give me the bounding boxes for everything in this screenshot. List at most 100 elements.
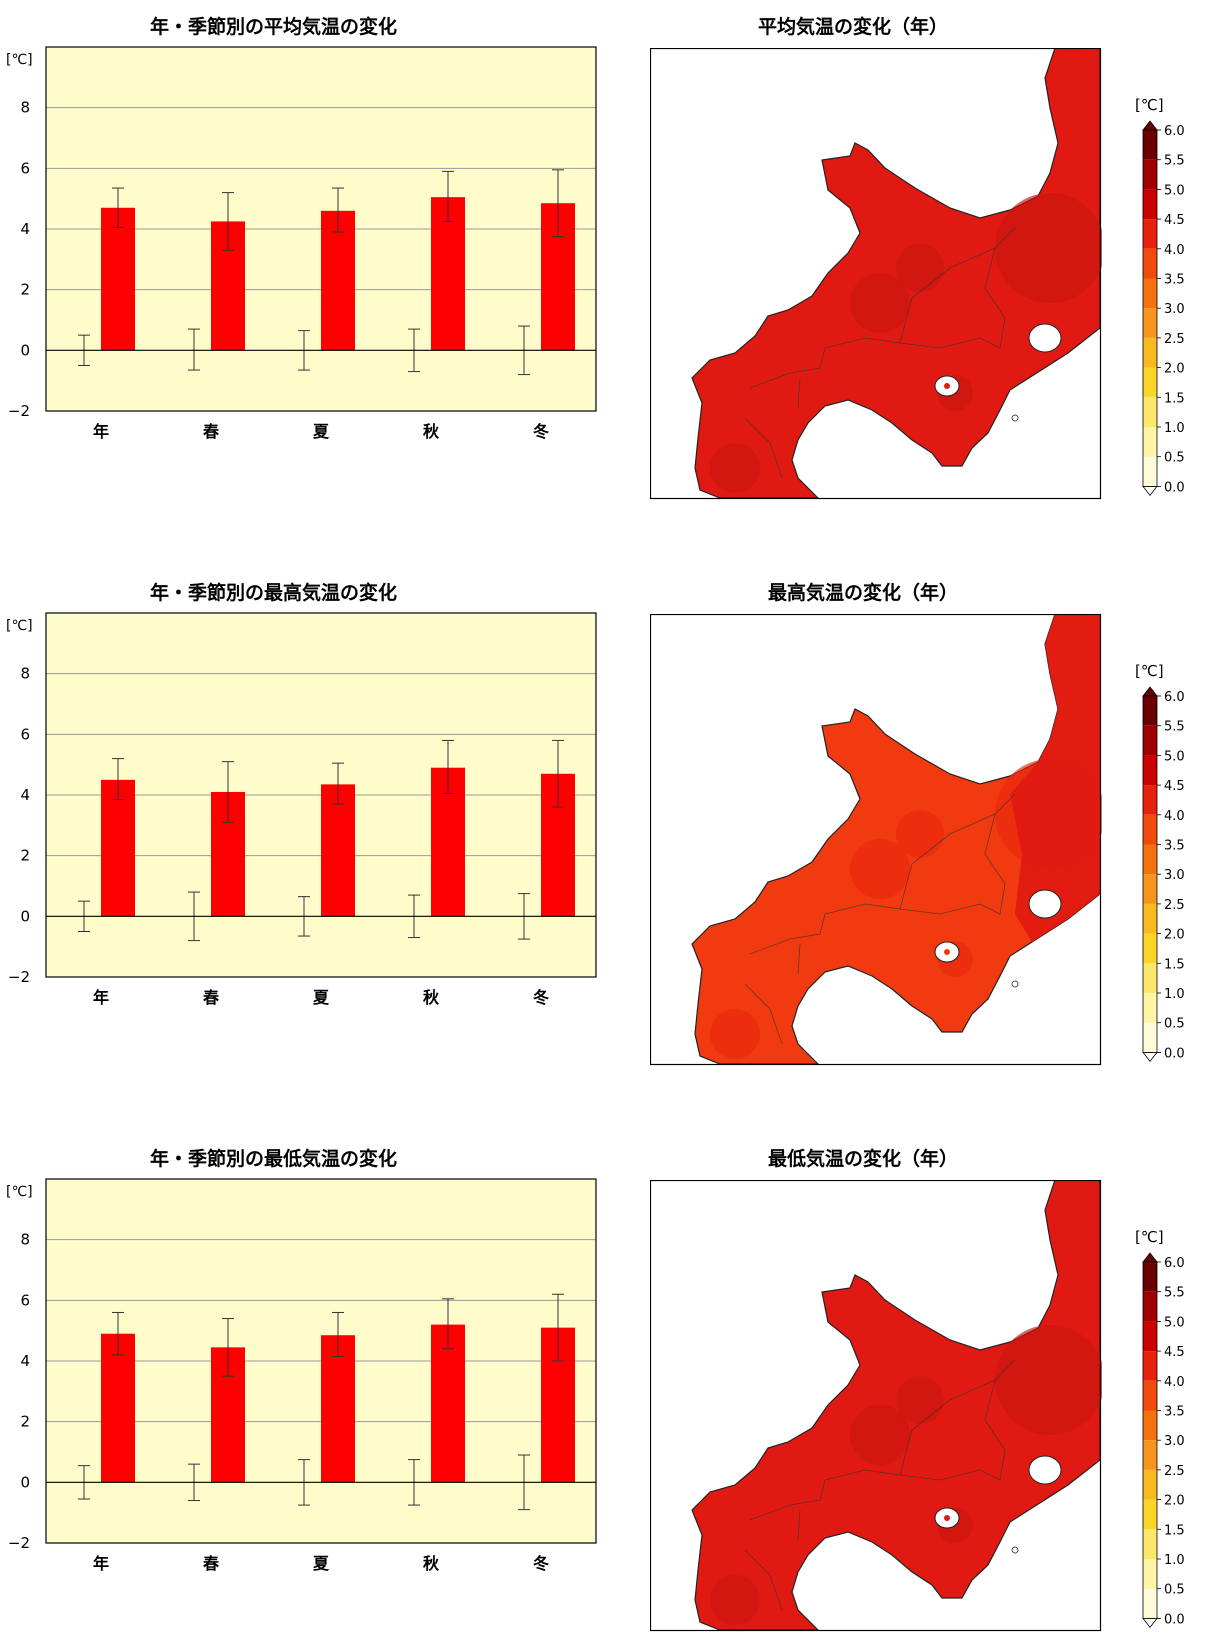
bar	[101, 207, 135, 351]
lake-island	[944, 1515, 950, 1521]
x-tick-label: 秋	[423, 1554, 440, 1573]
colorbar: [℃]6.0 5.5 5.0 4.5 4.0 3.5 3.0 2.5 2.0 1.5 1.0 0.5 0…	[1135, 1228, 1185, 1629]
colorbar-segment	[1143, 1351, 1157, 1381]
colorbar-tick-label: 4.5	[1164, 779, 1185, 794]
colorbar-tick-label: 4.0	[1164, 243, 1185, 258]
map-min	[650, 1180, 1102, 1632]
x-tick-label: 春	[202, 422, 220, 441]
colorbar-segment	[1143, 219, 1157, 249]
colorbar-tick-label: 1.5	[1164, 1523, 1185, 1538]
temperature-patch	[995, 193, 1102, 303]
lake	[1028, 889, 1062, 919]
colorbar-segment	[1143, 1022, 1157, 1053]
lake	[1028, 323, 1062, 353]
colorbar-segment	[1143, 963, 1157, 993]
colorbar-segment	[1143, 755, 1157, 786]
prefecture-border	[744, 983, 783, 1045]
colorbar-segment	[1143, 903, 1157, 934]
map-frame	[650, 614, 1102, 1066]
colorbar-tick-label: 3.0	[1164, 1434, 1185, 1449]
colorbar-segment	[1143, 785, 1157, 815]
colorbar-tick-label: 5.0	[1164, 1315, 1185, 1330]
y-tick-label: 6	[20, 725, 30, 743]
map-frame	[650, 48, 1102, 500]
prefecture-border	[899, 793, 1016, 910]
colorbar-segment	[1143, 308, 1157, 338]
colorbar-segment	[1143, 725, 1157, 756]
prefecture-border	[979, 813, 1006, 915]
colorbar-segment	[1143, 1410, 1157, 1441]
colorbar-tick-label: 3.0	[1164, 302, 1185, 317]
temperature-patch	[1010, 614, 1100, 942]
y-tick-label: 2	[20, 281, 30, 299]
prefecture-border	[979, 247, 1006, 349]
map-mean	[650, 48, 1102, 500]
colorbar-arrow-bottom	[1142, 1052, 1158, 1063]
temperature-patch	[896, 1376, 944, 1424]
temperature-patch	[896, 810, 944, 858]
bar-chart-max: −2 0 2 4 6 8 [℃] 年 春 夏 秋 冬	[6, 612, 597, 1007]
colorbar-tick-label: 5.5	[1164, 154, 1185, 169]
temperature-patch	[850, 273, 910, 333]
colorbar-tick-label: 0.5	[1164, 1583, 1185, 1598]
colorbar-segment	[1143, 337, 1157, 368]
y-axis-unit: [℃]	[6, 52, 33, 68]
colorbar-segment	[1143, 1529, 1157, 1559]
colorbar-segment	[1143, 397, 1157, 427]
prefecture-border	[744, 1549, 783, 1611]
colorbar-tick-label: 2.0	[1164, 1494, 1185, 1509]
prefecture-border	[899, 227, 1016, 344]
temperature-patch	[710, 443, 760, 493]
prefecture-border	[979, 1379, 1006, 1481]
y-tick-label: 6	[20, 159, 30, 177]
colorbar-segment	[1143, 993, 1157, 1023]
bar	[101, 1333, 135, 1483]
colorbar-tick-label: 0.5	[1164, 451, 1185, 466]
temperature-patch	[710, 1009, 760, 1059]
temperature-patch	[896, 244, 944, 292]
colorbar-segment	[1143, 1559, 1157, 1589]
y-tick-label: 2	[20, 1413, 30, 1431]
plot-frame	[45, 46, 597, 412]
colorbar-tick-label: 5.5	[1164, 1286, 1185, 1301]
colorbar-tick-label: 2.5	[1164, 898, 1185, 913]
prefecture-border	[797, 1509, 801, 1541]
colorbar-unit: [℃]	[1135, 96, 1164, 114]
colorbar-tick-label: 5.5	[1164, 720, 1185, 735]
y-tick-label: 4	[20, 1352, 30, 1370]
bar-chart-title: 年・季節別の最高気温の変化	[150, 582, 398, 604]
bar-chart-min: −2 0 2 4 6 8 [℃] 年 春 夏 秋 冬	[6, 1178, 597, 1573]
colorbar-tick-label: 0.0	[1164, 480, 1185, 495]
temperature-patch	[710, 1575, 760, 1625]
colorbar-segment	[1143, 427, 1157, 457]
bar-chart-title: 年・季節別の最低気温の変化	[150, 1148, 398, 1170]
x-tick-label: 春	[202, 988, 220, 1007]
y-tick-label: 0	[20, 907, 30, 925]
plot-frame	[45, 612, 597, 978]
colorbar-tick-label: 3.5	[1164, 839, 1185, 854]
x-tick-label: 冬	[533, 1554, 549, 1573]
x-tick-label: 夏	[312, 422, 330, 441]
x-tick-label: 冬	[533, 988, 549, 1007]
colorbar-tick-label: 0.5	[1164, 1017, 1185, 1032]
bar	[431, 1324, 465, 1483]
colorbar-tick-label: 5.0	[1164, 749, 1185, 764]
temperature-patch	[850, 1405, 910, 1465]
lake	[1011, 1546, 1019, 1554]
y-tick-label: 2	[20, 847, 30, 865]
colorbar-segment	[1143, 456, 1157, 487]
x-tick-label: 年	[93, 988, 109, 1007]
colorbar-segment	[1143, 1588, 1157, 1619]
colorbar-tick-label: 2.0	[1164, 928, 1185, 943]
lake	[1011, 980, 1019, 988]
colorbar: [℃]6.0 5.5 5.0 4.5 4.0 3.5 3.0 2.5 2.0 1.5 1.0 0.5 0…	[1135, 96, 1185, 497]
lake	[1028, 1455, 1062, 1485]
bar	[431, 197, 465, 351]
x-tick-label: 秋	[423, 988, 440, 1007]
colorbar-tick-label: 5.0	[1164, 183, 1185, 198]
prefecture-border	[749, 1479, 826, 1521]
colorbar-tick-label: 1.5	[1164, 957, 1185, 972]
x-tick-label: 年	[93, 422, 109, 441]
map-frame	[650, 1180, 1102, 1632]
colorbar-tick-label: 3.5	[1164, 273, 1185, 288]
